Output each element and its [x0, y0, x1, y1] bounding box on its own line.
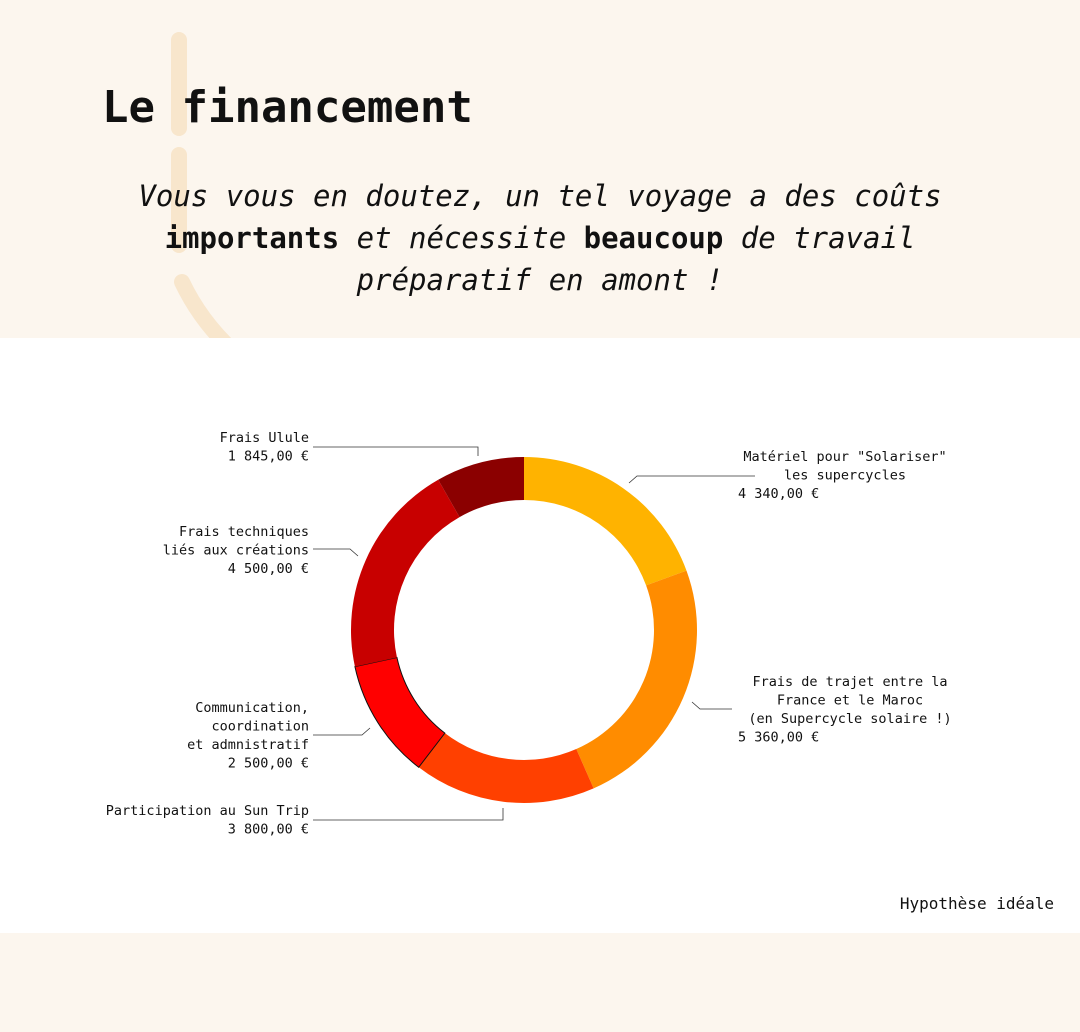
donut-slice-5 [351, 479, 460, 667]
intro-part-1: Vous vous en doutez, un tel voyage a des… [138, 179, 942, 213]
leader-line-2 [691, 701, 732, 710]
intro-part-3: de travail préparatif en amont ! [356, 221, 916, 297]
slice-value-3: 3 800,00 € [228, 822, 309, 838]
leader-line-3 [313, 808, 504, 821]
donut-slice-4 [354, 656, 446, 768]
leader-line-4 [313, 727, 371, 736]
slice-label-3: Participation au Sun Trip [106, 803, 309, 819]
donut-slice-6 [438, 457, 524, 518]
slice-value-4: 2 500,00 € [228, 756, 309, 772]
slice-value-5: 4 500,00 € [228, 561, 309, 577]
leader-line-5 [313, 548, 359, 557]
chart-note: Hypothèse idéale [899, 894, 1054, 913]
leader-line-6 [313, 446, 479, 456]
slice-value-2: 5 360,00 € [738, 730, 819, 746]
chart-panel: Matériel pour "Solariser" les supercycles… [0, 338, 1080, 933]
slice-value-1: 4 340,00 € [738, 486, 819, 502]
slice-label-1: Matériel pour "Solariser" les supercycles [743, 449, 946, 484]
slice-label-4: Communication, coordination et admnistrati… [187, 700, 309, 753]
leader-line-1 [628, 475, 755, 484]
donut-slice-3 [418, 733, 594, 803]
slice-label-6: Frais Ulule [220, 430, 309, 446]
intro-text: Vous vous en doutez, un tel voyage a des… [100, 175, 980, 301]
donut-slice-1 [524, 457, 687, 586]
slice-value-6: 1 845,00 € [228, 449, 309, 465]
intro-part-2: et nécessite [339, 221, 584, 255]
slice-label-5: Frais techniques liés aux créations [163, 524, 309, 559]
donut-chart: Matériel pour "Solariser" les supercycles… [106, 430, 952, 838]
page-title: Le financement [102, 82, 473, 133]
intro-bold-beaucoup: beaucoup [583, 221, 724, 255]
donut-slice-2 [576, 570, 697, 789]
intro-bold-important: importants [164, 221, 340, 255]
slice-label-2: Frais de trajet entre la France et le Mar… [748, 674, 951, 727]
